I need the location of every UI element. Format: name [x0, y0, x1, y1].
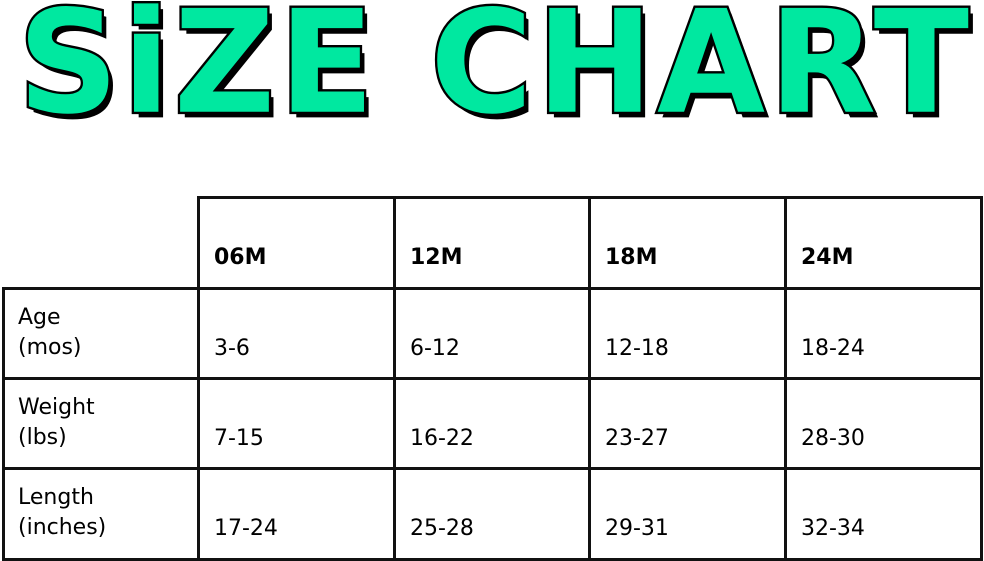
column-header: 06M	[214, 245, 267, 270]
cell-value: 7-15	[214, 426, 264, 451]
table-cell	[784, 377, 983, 470]
cell-value: 16-22	[410, 426, 474, 451]
table-header-cell	[393, 196, 591, 290]
row-label-unit: (inches)	[18, 515, 107, 540]
table-cell	[197, 287, 396, 380]
cell-value: 12-18	[605, 336, 669, 361]
column-header: 12M	[410, 245, 463, 270]
cell-value: 3-6	[214, 336, 250, 361]
cell-value: 18-24	[801, 336, 865, 361]
table-cell	[784, 467, 983, 561]
cell-value: 6-12	[410, 336, 460, 361]
row-label-unit: (lbs)	[18, 425, 67, 450]
column-header: 24M	[801, 245, 854, 270]
table-header-cell	[588, 196, 787, 290]
column-header: 18M	[605, 245, 658, 270]
row-label: Length	[18, 485, 94, 510]
table-cell	[784, 287, 983, 380]
table-cell	[588, 287, 787, 380]
row-label-unit: (mos)	[18, 335, 82, 360]
table-cell	[393, 377, 591, 470]
row-label: Age	[18, 305, 61, 330]
cell-value: 28-30	[801, 426, 865, 451]
table-cell	[197, 467, 396, 561]
cell-value: 23-27	[605, 426, 669, 451]
row-label: Weight	[18, 395, 95, 420]
table-cell	[588, 467, 787, 561]
table-cell	[197, 377, 396, 470]
page-title: SiZE CHART	[16, 0, 973, 146]
table-cell	[393, 287, 591, 380]
cell-value: 25-28	[410, 516, 474, 541]
cell-value: 29-31	[605, 516, 669, 541]
cell-value: 32-34	[801, 516, 865, 541]
table-header-cell	[197, 196, 396, 290]
table-cell	[588, 377, 787, 470]
cell-value: 17-24	[214, 516, 278, 541]
table-header-cell	[784, 196, 983, 290]
table-cell	[393, 467, 591, 561]
